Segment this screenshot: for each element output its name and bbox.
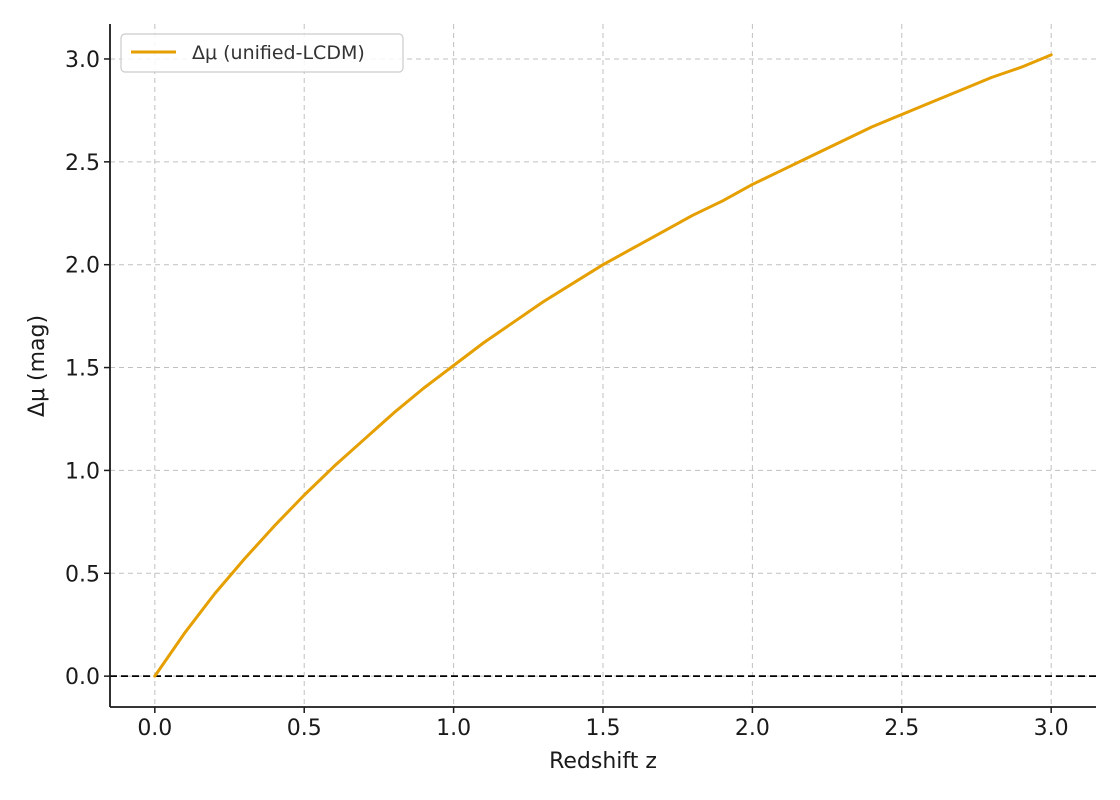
x-axis-title: Redshift z: [549, 749, 657, 774]
y-tick-label: 0.5: [65, 562, 100, 587]
y-axis-title: Δμ (mag): [25, 315, 50, 417]
y-tick-label: 2.5: [65, 151, 100, 176]
y-tick-label: 0.0: [65, 665, 100, 690]
x-tick-label: 0.5: [287, 716, 322, 741]
legend-frame: [120, 33, 404, 73]
y-tick-label: 1.5: [65, 357, 100, 382]
series-line: [153, 53, 1053, 678]
legend-label: Δμ (unified-LCDM): [192, 42, 365, 64]
y-tick-label: 3.0: [65, 48, 100, 73]
y-axis-ticks: 0.0 0.5 1.0 1.5 2.0 2.5 3.0: [65, 48, 110, 690]
x-axis-ticks: 0.0 0.5 1.0 1.5 2.0 2.5 3.0: [137, 707, 1069, 741]
x-tick-label: 2.0: [735, 716, 770, 741]
series-group: [153, 53, 1053, 678]
x-tick-label: 2.5: [884, 716, 919, 741]
x-tick-label: 0.0: [137, 716, 172, 741]
x-tick-label: 1.5: [586, 716, 621, 741]
legend: Δμ (unified-LCDM): [120, 33, 404, 73]
y-tick-label: 1.0: [65, 459, 100, 484]
x-tick-label: 1.0: [436, 716, 471, 741]
grid-lines: [110, 24, 1096, 707]
x-tick-label: 3.0: [1034, 716, 1069, 741]
y-tick-label: 2.0: [65, 254, 100, 279]
